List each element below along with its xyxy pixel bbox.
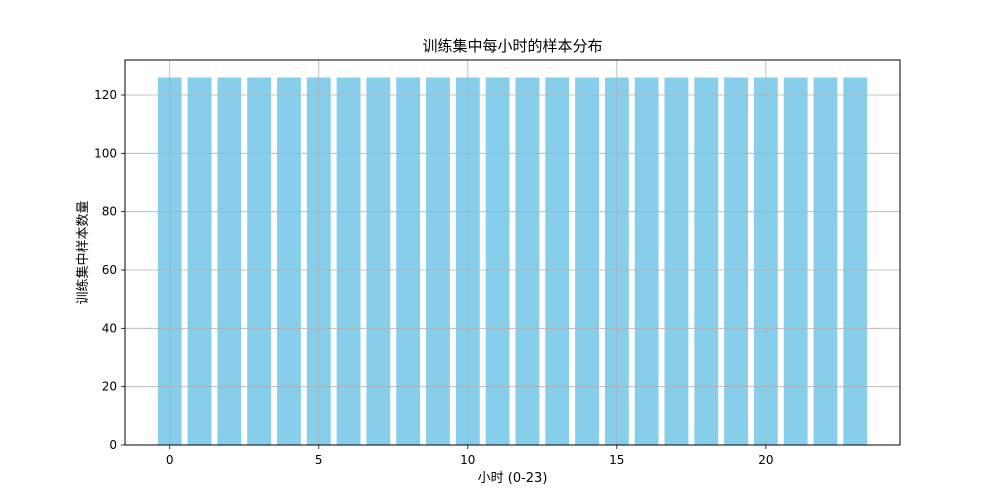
y-tick-label: 80	[102, 205, 117, 219]
x-tick-label: 15	[609, 453, 624, 467]
y-tick-label: 120	[94, 88, 117, 102]
y-tick-label: 0	[109, 438, 117, 452]
chart-title: 训练集中每小时的样本分布	[422, 37, 602, 55]
bars	[157, 77, 868, 445]
bar-hour-3	[247, 77, 272, 445]
bar-hour-2	[217, 77, 242, 445]
x-tick-label: 0	[166, 453, 174, 467]
bar-hour-18	[694, 77, 719, 445]
y-tick-label: 20	[102, 380, 117, 394]
bar-hour-1	[187, 77, 212, 445]
bar-hour-14	[575, 77, 599, 445]
plot-frame	[124, 59, 901, 446]
bar-hour-7	[366, 77, 391, 445]
bar-hour-23	[843, 77, 868, 445]
y-tick-label: 100	[94, 146, 117, 160]
y-tick-label: 60	[102, 263, 117, 277]
x-tick-label: 20	[758, 453, 773, 467]
x-tick-label: 5	[315, 453, 323, 467]
x-tick-label: 10	[460, 453, 475, 467]
bar-hour-11	[485, 77, 510, 445]
bar-hour-22	[813, 77, 838, 445]
x-axis-title: 小时 (0-23)	[478, 471, 548, 486]
bar-hour-17	[664, 77, 689, 445]
y-axis-title: 训练集中样本数量	[75, 200, 91, 304]
bar-hour-12	[515, 77, 540, 445]
bar-hour-16	[634, 77, 659, 445]
bar-hour-19	[724, 77, 748, 445]
bar-hour-4	[277, 77, 301, 445]
bar-hour-9	[426, 77, 450, 445]
y-tick-label: 40	[102, 321, 117, 335]
ticks: 0 5 10 15 20 0 20 40 60 80 100 120	[94, 88, 773, 467]
bar-hour-13	[545, 77, 570, 445]
bar-hour-21	[783, 77, 808, 445]
bar-hour-6	[336, 77, 361, 445]
bar-hour-8	[396, 77, 421, 445]
